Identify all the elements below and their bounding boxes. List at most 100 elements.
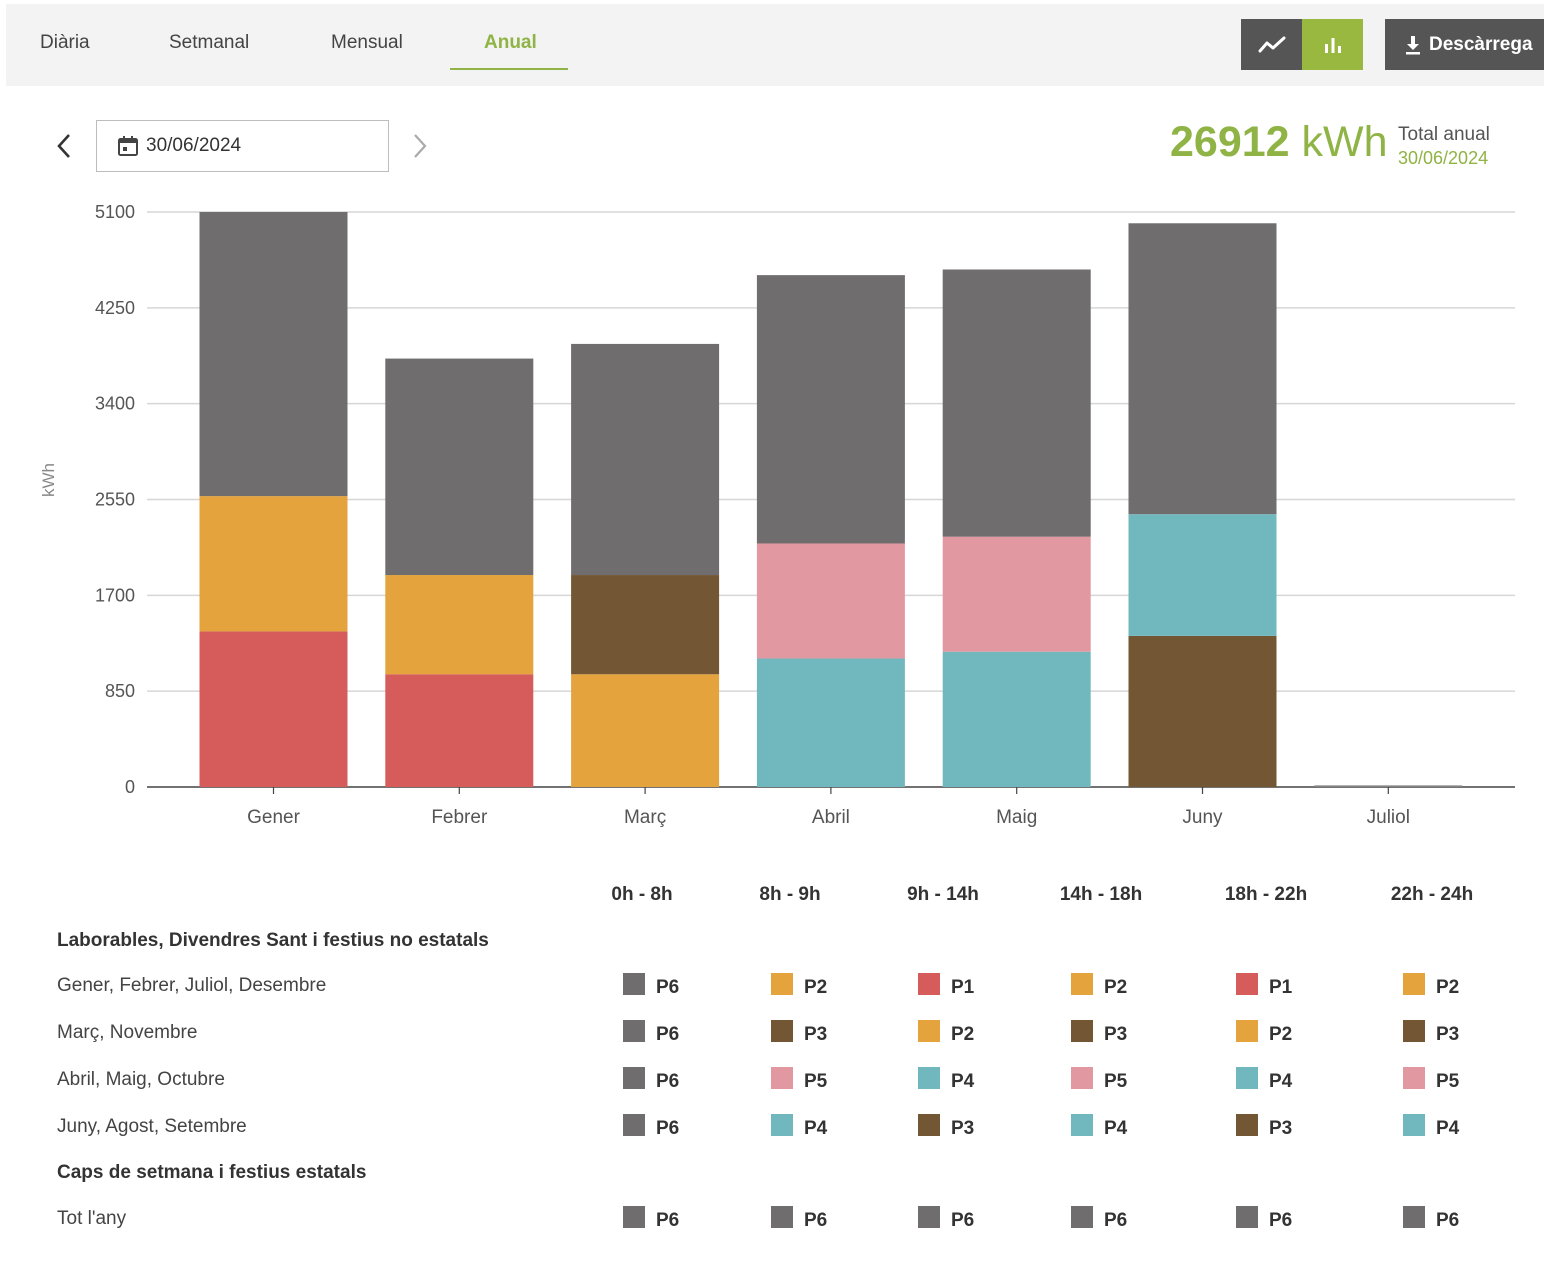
tab-setmanal[interactable]: Setmanal: [169, 32, 250, 53]
total-annual-value: 26912 kWh: [1170, 118, 1388, 167]
download-icon: [1406, 35, 1420, 54]
tab-diaria[interactable]: Diària: [40, 32, 90, 53]
period-cell: P6: [623, 1067, 680, 1093]
column-header: 0h - 8h: [611, 884, 673, 905]
period-cell: P6: [1071, 1206, 1128, 1232]
bar-segment-p6: [1128, 223, 1277, 515]
period-label: P5: [1436, 1071, 1460, 1092]
period-swatch-p6: [1236, 1206, 1258, 1228]
bar-segment-p1: [385, 674, 534, 787]
calendar-icon: [118, 136, 138, 156]
period-cell: P6: [623, 1206, 679, 1232]
period-swatch-p3: [771, 1020, 793, 1042]
period-swatch-p3: [1071, 1020, 1093, 1042]
period-swatch-p1: [1236, 973, 1258, 995]
annual-consumption-chart: 0 850 1700 2550 3400 4250 5100 kWh Gener Febrer Ma…: [39, 202, 1515, 828]
column-header: 9h - 14h: [907, 884, 979, 905]
y-tick-label: 850: [105, 681, 135, 701]
bar-segment-p4: [1128, 514, 1277, 636]
x-tick-label: Abril: [812, 807, 850, 828]
column-header: 8h - 9h: [759, 884, 821, 905]
period-swatch-p4: [918, 1067, 940, 1089]
period-label: P2: [951, 1024, 975, 1045]
period-label: P4: [1104, 1118, 1128, 1139]
period-label: P4: [1269, 1071, 1293, 1092]
total-value-number: 26912: [1170, 118, 1290, 166]
period-cell: P6: [623, 973, 680, 999]
period-label: P4: [1436, 1118, 1460, 1139]
x-tick-label: Juny: [1182, 807, 1223, 828]
period-cell: P6: [1403, 1206, 1460, 1232]
period-cell: P5: [1403, 1067, 1460, 1093]
y-tick-label: 1700: [95, 585, 135, 605]
total-annual-date: 30/06/2024: [1398, 148, 1489, 168]
period-cell: P6: [1236, 1206, 1293, 1232]
period-label: P2: [1269, 1024, 1293, 1045]
tab-mensual[interactable]: Mensual: [331, 32, 403, 53]
bar-segment-p6: [942, 269, 1091, 537]
x-tick-label: Febrer: [431, 807, 488, 828]
period-cell: P4: [771, 1114, 828, 1140]
period-cell: P6: [771, 1206, 828, 1232]
date-picker[interactable]: 30/06/2024: [96, 120, 389, 172]
y-tick-label: 4250: [95, 298, 135, 318]
bar-view-button[interactable]: [1302, 19, 1363, 70]
bar-segment-p1: [199, 631, 348, 787]
section-title: Caps de setmana i festius estatals: [57, 1162, 367, 1183]
bar-segment-p3: [1128, 635, 1277, 787]
period-cell: P6: [623, 1114, 679, 1140]
period-swatch-p6: [623, 1206, 645, 1228]
download-button[interactable]: Descàrrega: [1385, 19, 1544, 70]
period-cell: P6: [623, 1020, 679, 1046]
bar-segment-p6: [199, 212, 348, 497]
bar-segment-p6: [385, 358, 534, 576]
period-label: P6: [1269, 1210, 1293, 1231]
period-cell: P3: [1071, 1020, 1127, 1046]
period-label: P6: [1436, 1210, 1460, 1231]
period-cell: P3: [1236, 1114, 1292, 1140]
bar-segment-p3: [571, 575, 720, 675]
period-label: P6: [804, 1210, 828, 1231]
period-swatch-p4: [1236, 1067, 1258, 1089]
period-label: P5: [804, 1071, 828, 1092]
period-cell: P3: [771, 1020, 827, 1046]
bar-segment-p6: [571, 343, 720, 576]
bar-segment-p2: [199, 496, 348, 632]
period-cell: P2: [918, 1020, 975, 1046]
period-cell: P2: [1403, 973, 1459, 999]
line-view-button[interactable]: [1241, 19, 1302, 70]
x-tick-label: Juliol: [1367, 807, 1410, 828]
period-swatch-p4: [771, 1114, 793, 1136]
period-label: P3: [951, 1118, 975, 1139]
bar-segment-p5: [942, 536, 1091, 652]
active-tab-indicator: [450, 68, 568, 70]
bar-segment-p5: [756, 543, 905, 659]
row-label: Abril, Maig, Octubre: [57, 1069, 225, 1090]
period-swatch-p6: [623, 1067, 645, 1089]
y-tick-label: 5100: [95, 202, 135, 222]
download-label: Descàrrega: [1429, 33, 1533, 55]
bar-segment-p4: [942, 651, 1091, 787]
period-swatch-p6: [1403, 1206, 1425, 1228]
section-title: Laborables, Divendres Sant i festius no …: [57, 930, 489, 951]
period-swatch-p6: [771, 1206, 793, 1228]
bar-segment-p2: [571, 674, 720, 787]
chevron-right-icon[interactable]: [408, 131, 432, 161]
period-swatch-p6: [918, 1206, 940, 1228]
tab-anual[interactable]: Anual: [484, 32, 537, 53]
period-cell: P1: [918, 973, 974, 999]
period-label: P4: [804, 1118, 828, 1139]
period-label: P6: [656, 977, 680, 998]
chevron-left-icon[interactable]: [52, 131, 76, 161]
x-tick-label: Maig: [996, 807, 1037, 828]
period-cell: P5: [1071, 1067, 1127, 1093]
column-header: 14h - 18h: [1059, 884, 1143, 905]
period-swatch-p2: [1403, 973, 1425, 995]
period-cell: P2: [1071, 973, 1127, 999]
period-label: P6: [1104, 1210, 1128, 1231]
y-tick-label: 3400: [95, 394, 135, 414]
period-label: P6: [656, 1071, 680, 1092]
column-header: 22h - 24h: [1390, 884, 1474, 905]
row-label: Tot l'any: [57, 1208, 127, 1229]
period-swatch-p3: [1403, 1020, 1425, 1042]
